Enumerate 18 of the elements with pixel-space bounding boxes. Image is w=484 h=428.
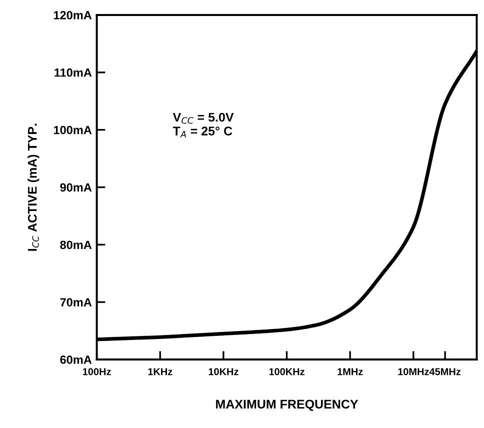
y-tick-label: 120mA: [54, 11, 92, 20]
x-tick-label: 100Hz: [82, 368, 111, 376]
x-tick-label: 1KHz: [148, 368, 172, 376]
annotation: V$_{CC}$ = 5.0V: [172, 112, 234, 124]
annotation: T$_{A}$ = 25° C: [172, 126, 232, 138]
y-axis-title: I$_{CC}$ ACTIVE (mA) TYP.: [28, 124, 40, 251]
x-tick-label: 1MHz: [338, 368, 363, 376]
y-tick-label: 60mA: [60, 356, 92, 364]
y-tick-label: 100mA: [54, 126, 92, 134]
x-tick-label: 100KHz: [269, 368, 304, 376]
y-tick-label: 110mA: [54, 68, 92, 77]
x-axis-title: MAXIMUM FREQUENCY: [216, 400, 358, 411]
y-tick-label: 90mA: [60, 183, 92, 192]
y-tick-label: 80mA: [60, 240, 92, 250]
y-tick-label: 70mA: [60, 298, 92, 306]
x-tick-label: 10MHz: [398, 368, 429, 376]
x-tick-label: 10KHz: [208, 368, 238, 376]
x-tick-label: 45MHz: [429, 368, 461, 376]
